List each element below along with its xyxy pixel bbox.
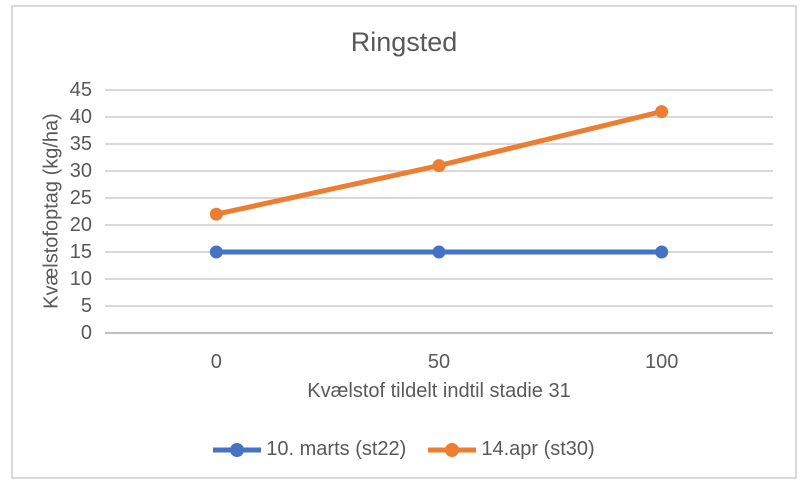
data-point-marker bbox=[209, 207, 223, 221]
y-tick-label: 15 bbox=[70, 241, 92, 263]
legend-label: 14.apr (st30) bbox=[481, 438, 595, 460]
data-point-marker bbox=[655, 245, 669, 259]
chart-frame bbox=[11, 5, 797, 479]
legend: 10. marts (st22) 14.apr (st30) bbox=[0, 438, 808, 461]
y-tick-label: 20 bbox=[70, 214, 92, 236]
x-tick-label: 50 bbox=[428, 351, 450, 373]
data-point-marker bbox=[209, 245, 223, 259]
legend-item-1: 14.apr (st30) bbox=[428, 438, 595, 461]
chart-title: Ringsted bbox=[350, 27, 458, 57]
data-point-marker bbox=[432, 245, 446, 259]
legend-marker-icon bbox=[428, 442, 477, 457]
x-tick-label: 100 bbox=[645, 351, 678, 373]
legend-label: 10. marts (st22) bbox=[266, 438, 407, 460]
data-point-marker bbox=[432, 159, 446, 173]
y-tick-label: 35 bbox=[70, 133, 92, 155]
y-tick-label: 5 bbox=[81, 295, 92, 317]
y-tick-label: 30 bbox=[70, 160, 92, 182]
y-tick-label: 40 bbox=[70, 106, 92, 128]
y-tick-label: 0 bbox=[81, 322, 92, 344]
data-point-marker bbox=[655, 105, 669, 119]
x-tick-label: 0 bbox=[211, 351, 222, 373]
legend-item-0: 10. marts (st22) bbox=[213, 438, 406, 461]
y-tick-label: 10 bbox=[70, 268, 92, 290]
y-tick-label: 45 bbox=[70, 79, 92, 101]
y-tick-label: 25 bbox=[70, 187, 92, 209]
x-axis-title: Kvælstof tildelt indtil stadie 31 bbox=[307, 380, 571, 402]
legend-marker-icon bbox=[213, 442, 262, 457]
